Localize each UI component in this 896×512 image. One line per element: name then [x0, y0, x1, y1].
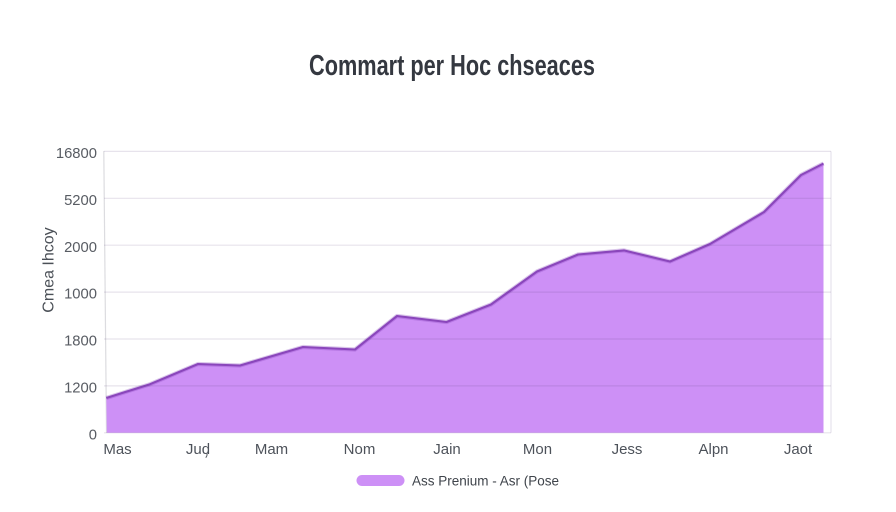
svg-text:1000: 1000: [64, 287, 97, 303]
svg-text:Mas: Mas: [103, 441, 131, 458]
svg-text:1800: 1800: [64, 334, 97, 350]
svg-text:Cmea Ihcoy: Cmea Ihcoy: [41, 227, 58, 312]
svg-text:Jess: Jess: [612, 441, 643, 458]
svg-text:Jain: Jain: [433, 441, 461, 458]
svg-text:16800: 16800: [56, 146, 97, 162]
svg-text:1200: 1200: [64, 381, 97, 397]
svg-text:0: 0: [89, 427, 97, 443]
svg-text:Mam: Mam: [255, 441, 288, 458]
svg-text:Ass Prenium - Asr (Pose: Ass Prenium - Asr (Pose: [412, 474, 559, 489]
svg-text:Nom: Nom: [344, 441, 376, 458]
svg-text:Mon: Mon: [523, 441, 552, 458]
svg-text:Alpn: Alpn: [698, 441, 728, 458]
svg-text:Commart per Hoc chseaces: Commart per Hoc chseaces: [309, 50, 595, 82]
svg-text:Jaot: Jaot: [784, 441, 813, 458]
svg-text:Jud: Jud: [186, 441, 210, 458]
svg-text:2000: 2000: [64, 240, 97, 256]
svg-text:5200: 5200: [64, 193, 97, 209]
